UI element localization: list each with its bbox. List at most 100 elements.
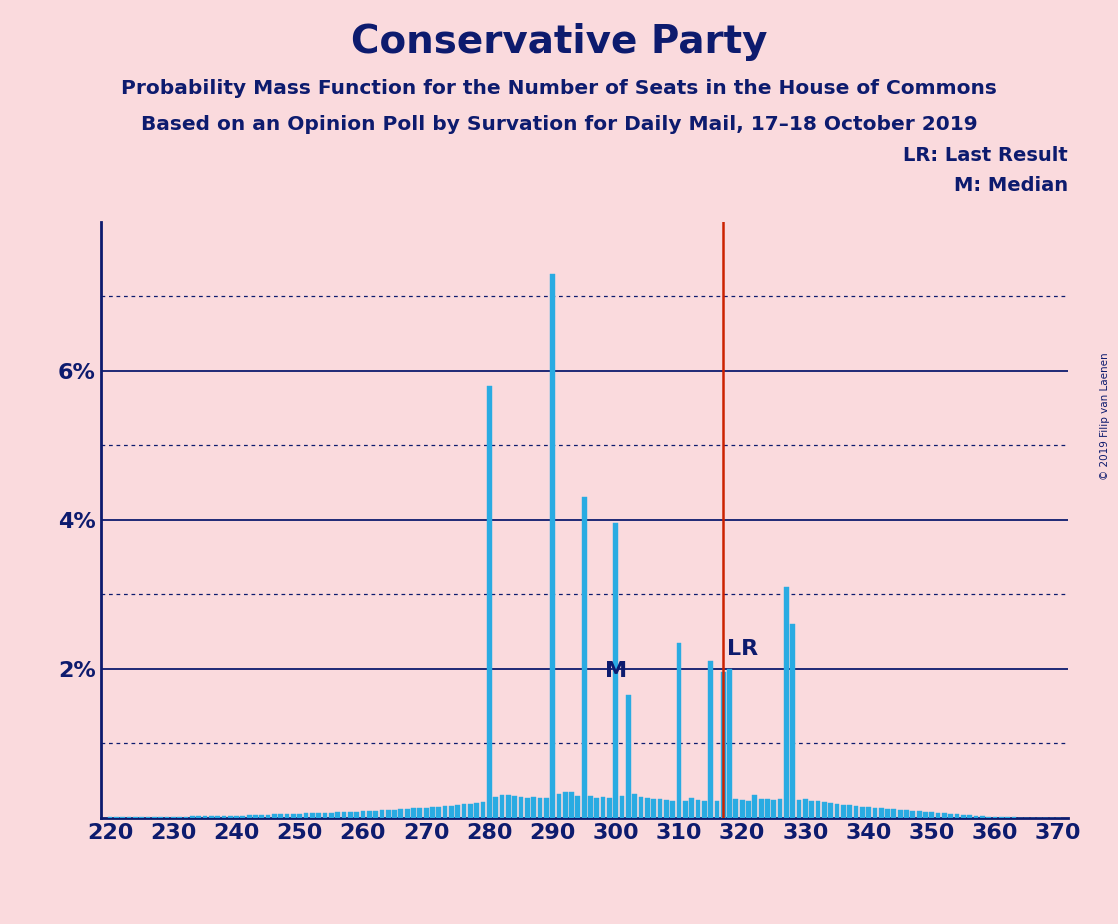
Bar — [853, 806, 859, 818]
Bar — [417, 808, 423, 818]
Bar — [910, 810, 916, 818]
Text: M: Median: M: Median — [954, 176, 1068, 195]
Text: Based on an Opinion Poll by Survation for Daily Mail, 17–18 October 2019: Based on an Opinion Poll by Survation fo… — [141, 115, 977, 134]
Bar — [373, 810, 378, 818]
Bar — [543, 797, 549, 818]
Bar — [272, 814, 277, 818]
Bar — [285, 814, 290, 818]
Bar — [519, 796, 523, 818]
Bar — [727, 669, 732, 818]
Bar — [923, 811, 928, 818]
Bar — [752, 795, 757, 818]
Bar — [879, 808, 883, 818]
Bar — [733, 799, 738, 818]
Bar — [652, 798, 656, 818]
Bar — [708, 662, 713, 818]
Bar — [974, 816, 978, 818]
Bar — [740, 800, 745, 818]
Bar — [159, 817, 163, 818]
Bar — [955, 814, 959, 818]
Bar — [354, 812, 359, 818]
Bar — [310, 813, 315, 818]
Bar — [449, 806, 454, 818]
Bar — [683, 801, 688, 818]
Bar — [576, 796, 580, 818]
Bar — [190, 816, 195, 818]
Bar — [714, 801, 719, 818]
Bar — [171, 817, 176, 818]
Bar — [335, 812, 340, 818]
Bar — [614, 524, 618, 818]
Bar — [493, 796, 498, 818]
Bar — [202, 816, 207, 818]
Bar — [430, 808, 435, 818]
Bar — [828, 803, 833, 818]
Bar — [588, 796, 593, 818]
Bar — [891, 809, 897, 818]
Bar — [247, 815, 252, 818]
Bar — [917, 811, 921, 818]
Bar — [183, 817, 188, 818]
Bar — [581, 497, 587, 818]
Bar — [809, 801, 814, 818]
Bar — [253, 815, 258, 818]
Bar — [455, 805, 461, 818]
Bar — [538, 798, 542, 818]
Bar — [695, 800, 700, 818]
Bar — [462, 805, 466, 818]
Bar — [898, 809, 902, 818]
Bar — [259, 815, 264, 818]
Bar — [721, 673, 726, 818]
Bar — [487, 385, 492, 818]
Bar — [266, 815, 271, 818]
Text: Probability Mass Function for the Number of Seats in the House of Commons: Probability Mass Function for the Number… — [121, 79, 997, 98]
Bar — [379, 810, 385, 818]
Bar — [569, 792, 574, 818]
Text: M: M — [605, 662, 627, 681]
Bar — [215, 816, 220, 818]
Bar — [980, 817, 985, 818]
Bar — [885, 808, 890, 818]
Bar — [841, 805, 845, 818]
Bar — [209, 816, 214, 818]
Bar — [803, 799, 807, 818]
Bar — [506, 795, 511, 818]
Bar — [664, 800, 669, 818]
Bar — [607, 797, 612, 818]
Bar — [550, 274, 555, 818]
Bar — [562, 793, 568, 818]
Bar — [872, 808, 878, 818]
Bar — [524, 798, 530, 818]
Bar — [386, 810, 390, 818]
Bar — [557, 794, 561, 818]
Bar — [638, 796, 644, 818]
Bar — [645, 797, 650, 818]
Bar — [771, 800, 776, 818]
Bar — [436, 807, 442, 818]
Bar — [240, 816, 245, 818]
Bar — [367, 811, 371, 818]
Bar — [500, 796, 504, 818]
Bar — [784, 587, 789, 818]
Bar — [468, 804, 473, 818]
Bar — [304, 813, 309, 818]
Bar — [790, 624, 795, 818]
Bar — [929, 812, 935, 818]
Text: © 2019 Filip van Laenen: © 2019 Filip van Laenen — [1100, 352, 1110, 480]
Bar — [626, 695, 631, 818]
Bar — [474, 803, 480, 818]
Bar — [316, 813, 321, 818]
Bar — [676, 643, 681, 818]
Bar — [164, 817, 169, 818]
Bar — [860, 807, 864, 818]
Bar — [967, 815, 972, 818]
Bar — [228, 816, 233, 818]
Bar — [702, 801, 707, 818]
Bar — [816, 801, 821, 818]
Bar — [746, 801, 751, 818]
Bar — [481, 802, 485, 818]
Bar — [323, 813, 328, 818]
Bar — [657, 799, 662, 818]
Bar — [866, 808, 871, 818]
Bar — [398, 809, 404, 818]
